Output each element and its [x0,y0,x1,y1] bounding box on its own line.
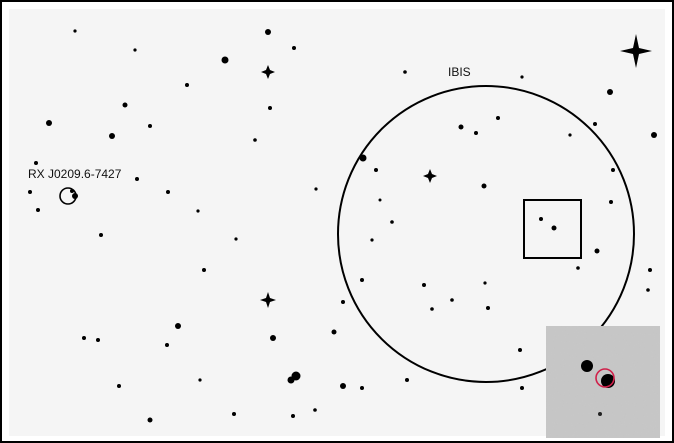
star [360,386,364,390]
star [422,283,426,287]
star [594,248,600,254]
star [166,190,170,194]
instrument-label: IBIS [448,65,471,79]
star [253,138,257,142]
star [117,384,121,388]
star [651,132,657,138]
star [405,378,409,382]
spiked-star [423,169,437,183]
star [520,75,524,79]
star [450,298,454,302]
star [202,268,206,272]
inset-star [598,412,602,416]
star [607,89,613,95]
star [486,306,490,310]
star [135,177,139,181]
star [28,190,32,194]
star [458,124,464,130]
zoom-box [523,199,582,259]
star [232,412,236,416]
star [109,133,115,139]
star [390,220,394,224]
star [430,307,434,311]
star [474,131,478,135]
star [370,238,374,242]
star [374,168,378,172]
star [36,208,40,212]
star [148,124,152,128]
star [576,266,580,270]
star [314,187,318,191]
star [133,48,137,52]
star [234,237,238,241]
star [165,343,169,347]
star [648,268,652,272]
star [551,225,557,231]
star [359,154,367,162]
star [518,348,522,352]
inset-marker [595,368,615,388]
star [265,29,271,35]
star [185,83,189,87]
star [403,70,407,74]
star [341,300,345,304]
star [593,122,597,126]
star [483,281,487,285]
star [340,383,346,389]
star [481,183,487,189]
star [292,46,296,50]
bright-star [620,34,652,68]
spiked-star [261,65,275,79]
star [147,417,153,423]
stars [28,29,657,423]
star [313,408,317,412]
source-circle [59,187,77,205]
ibis-field-circle [337,85,635,383]
star [360,278,364,282]
star [198,378,202,382]
star [99,233,103,237]
star [611,168,615,172]
star [82,336,86,340]
star [221,56,229,64]
inset [546,326,660,438]
star [196,209,200,213]
star [122,102,128,108]
star [378,198,382,202]
star [270,335,276,341]
star [496,116,500,120]
star [331,329,337,335]
star [539,217,543,221]
spiked-star [260,292,276,308]
inset-star [581,360,593,372]
star [46,120,52,126]
star [175,323,181,329]
star [96,338,100,342]
star [268,106,272,110]
star [287,376,295,384]
source-label: RX J0209.6-7427 [28,167,122,181]
star [646,288,650,292]
star [291,414,295,418]
star [609,200,613,204]
star [520,386,524,390]
star [568,133,572,137]
star [34,161,38,165]
star [73,29,77,33]
